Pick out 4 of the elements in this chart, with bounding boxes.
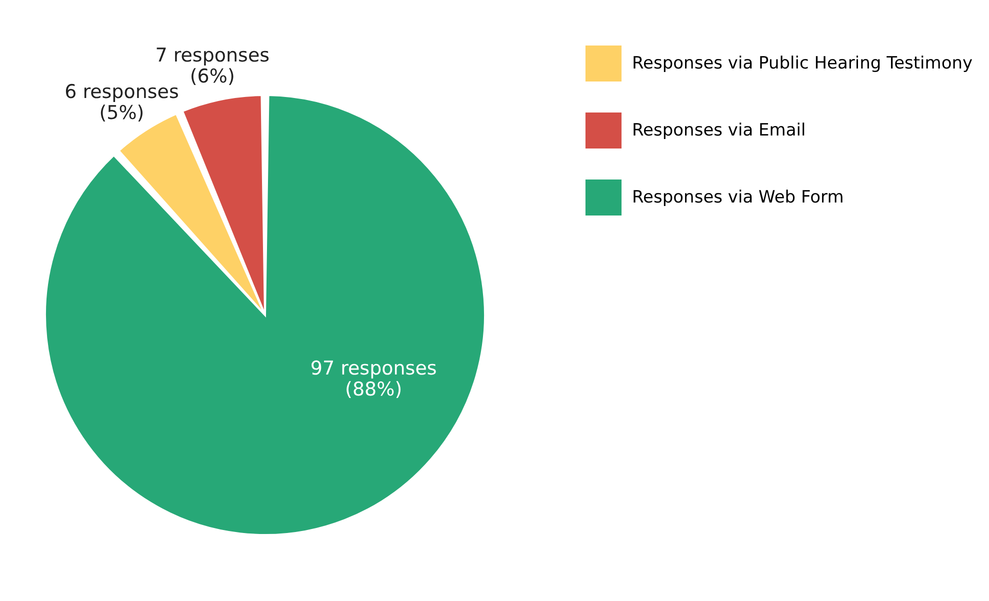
- legend-label: Responses via Email: [632, 120, 806, 140]
- legend-label: Responses via Public Hearing Testimony: [632, 54, 973, 74]
- data-label: 97 responses (88%): [310, 357, 437, 400]
- legend-label: Responses via Web Form: [632, 188, 844, 208]
